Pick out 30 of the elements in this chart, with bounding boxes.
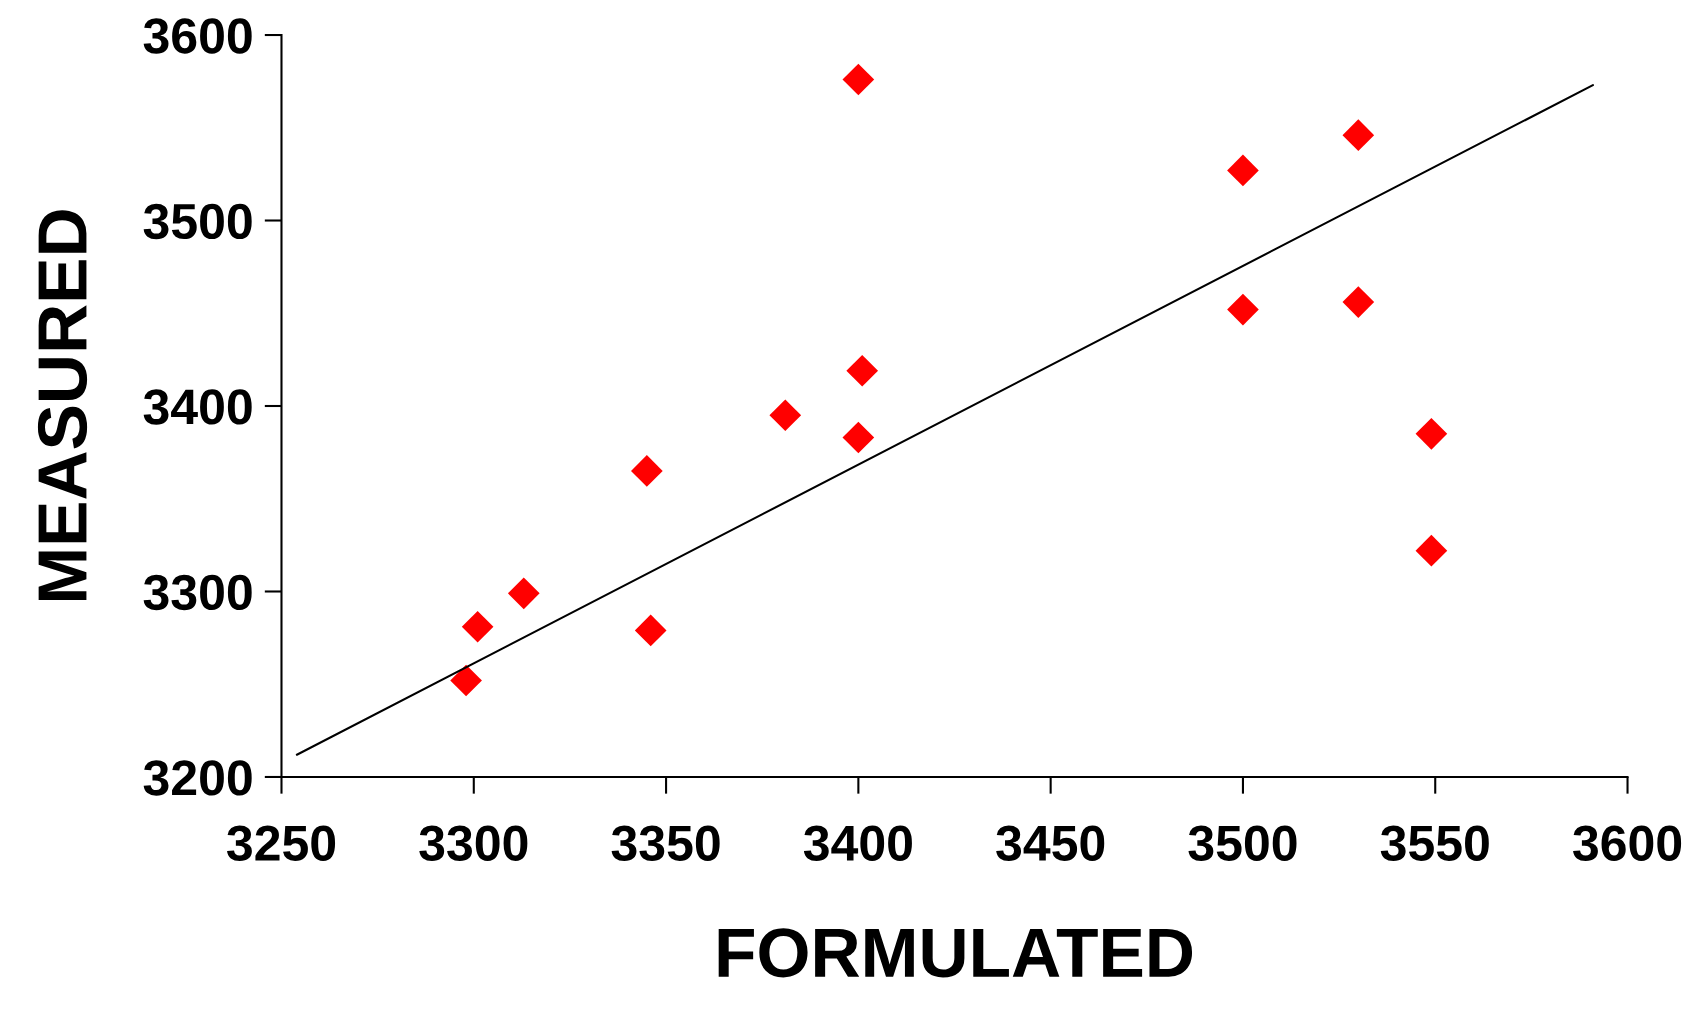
- x-tick-label: 3250: [227, 825, 336, 861]
- x-tick-label: 3550: [1380, 825, 1489, 861]
- point: [1227, 293, 1259, 326]
- x-tick-label: 3600: [1573, 825, 1682, 861]
- point: [1342, 119, 1375, 152]
- x-axis-title: FORMULATED: [718, 928, 1193, 978]
- point: [1227, 154, 1259, 187]
- point: [631, 455, 663, 487]
- x-tick-label: 3350: [611, 825, 720, 861]
- y-tick-label: 3200: [143, 760, 252, 796]
- y-tick-label: 3600: [143, 18, 252, 54]
- point: [507, 577, 540, 610]
- point: [842, 63, 875, 96]
- x-tick-label: 3400: [803, 825, 912, 861]
- point: [842, 421, 875, 454]
- y-tick-label: 3400: [143, 389, 252, 425]
- y-tick-label: 3300: [143, 574, 252, 611]
- x-tick-label: 3500: [1188, 825, 1297, 861]
- point: [1415, 534, 1448, 567]
- point: [1342, 286, 1375, 318]
- point: [769, 399, 802, 432]
- point: [634, 614, 667, 647]
- point: [461, 610, 494, 643]
- x-tick-label: 3300: [419, 825, 528, 861]
- point: [450, 664, 482, 697]
- point: [1415, 417, 1448, 450]
- x-tick-label: 3450: [996, 825, 1105, 861]
- point: [846, 354, 879, 387]
- y-tick-label: 3500: [143, 203, 252, 240]
- y-axis-title: MEASURED: [37, 210, 88, 601]
